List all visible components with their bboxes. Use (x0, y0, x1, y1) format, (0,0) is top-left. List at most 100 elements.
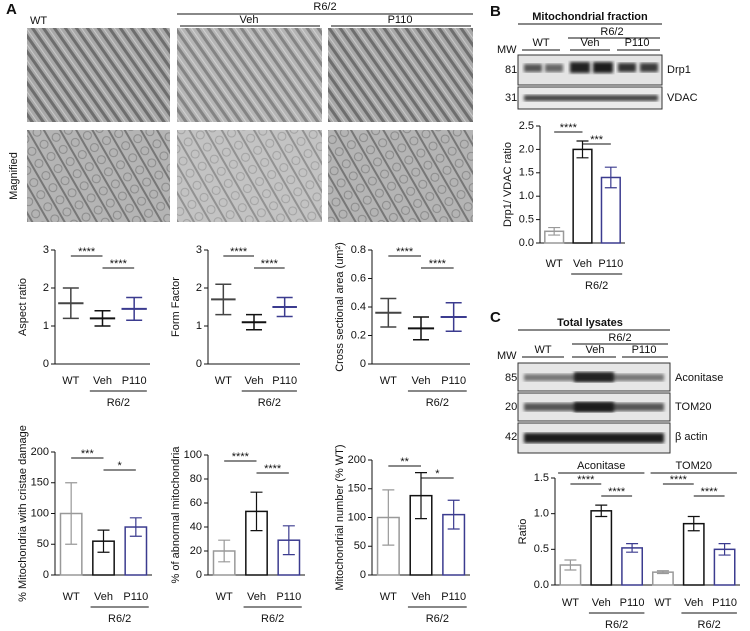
x-tick-label: Veh (247, 591, 266, 603)
error-bar (687, 515, 700, 532)
x-tick-label: WT (546, 258, 563, 270)
x-tick-label: WT (63, 591, 80, 603)
mw-marker: 20 (505, 401, 517, 413)
error-bar (656, 570, 669, 575)
blot-title: Total lysates (557, 317, 623, 329)
y-tick-label: 80 (190, 473, 202, 485)
lane-label: P110 (625, 37, 650, 49)
y-tick-label: 40 (190, 521, 202, 533)
column-label: P110 (388, 14, 413, 26)
protein-label: VDAC (667, 92, 698, 104)
error-bar (97, 529, 110, 553)
y-tick-label: 0.4 (351, 301, 366, 313)
y-tick-label: 2.5 (519, 120, 534, 132)
x-tick-label: WT (654, 597, 671, 609)
y-tick-label: 200 (348, 454, 366, 466)
group-label: R6/2 (605, 619, 628, 631)
lane-label: WT (532, 37, 549, 49)
column-label: Veh (240, 14, 259, 26)
significance-label: **** (670, 474, 688, 486)
y-tick-label: 0.6 (351, 272, 366, 284)
y-tick-label: 2 (43, 282, 49, 294)
y-tick-label: 200 (31, 446, 49, 458)
error-bar (626, 543, 639, 553)
y-tick-label: 100 (184, 449, 202, 461)
y-axis-title: Mitochondrial number (% WT) (334, 444, 346, 590)
significance-label: **** (78, 246, 96, 258)
mw-label: MW (497, 350, 517, 362)
significance-label: **** (701, 486, 719, 498)
panel-label: B (490, 3, 501, 20)
lane-label: WT (534, 344, 551, 356)
group-label: R6/2 (108, 613, 131, 625)
x-tick-label: Veh (93, 375, 112, 387)
significance-label: ** (400, 456, 409, 468)
error-bar (595, 504, 608, 518)
y-axis-title: Ratio (517, 519, 529, 545)
lane-label: P110 (632, 344, 657, 356)
x-tick-label: WT (562, 597, 579, 609)
mw-marker: 42 (505, 431, 517, 443)
group-label: R6/2 (426, 397, 449, 409)
x-tick-label: Veh (684, 597, 703, 609)
error-bar (718, 543, 731, 556)
y-tick-label: 0.0 (534, 579, 549, 591)
y-tick-label: 0 (360, 358, 366, 370)
x-tick-label: P110 (123, 591, 148, 603)
y-tick-label: 50 (354, 540, 366, 552)
group-label: R6/2 (608, 332, 631, 344)
y-tick-label: 1.0 (519, 190, 534, 202)
y-tick-label: 1 (196, 320, 202, 332)
mw-label: MW (497, 44, 517, 56)
y-axis-title: % Mitochondria with cristae damage (17, 425, 29, 602)
significance-label: *** (590, 134, 604, 146)
bar (682, 522, 705, 586)
significance-label: **** (577, 474, 595, 486)
y-tick-label: 150 (348, 483, 366, 495)
x-tick-label: Veh (412, 375, 431, 387)
y-tick-label: 2 (196, 282, 202, 294)
y-tick-label: 100 (31, 507, 49, 519)
panel-label: A (6, 1, 17, 18)
error-bar (250, 491, 263, 532)
error-bar (604, 166, 617, 189)
y-tick-label: 50 (37, 538, 49, 550)
x-tick-label: P110 (598, 258, 623, 270)
group-title: Aconitase (577, 460, 625, 472)
error-bar (246, 313, 262, 331)
significance-label: **** (110, 258, 128, 270)
x-tick-label: WT (215, 375, 232, 387)
error-bar (380, 297, 397, 328)
group-label: R6/2 (313, 1, 336, 13)
y-tick-label: 2.0 (519, 143, 534, 155)
blot-title: Mitochondrial fraction (532, 11, 648, 23)
y-tick-label: 0.5 (534, 543, 549, 555)
group-label: R6/2 (600, 26, 623, 38)
bar (590, 510, 613, 586)
em-images (27, 13, 473, 222)
error-bar (65, 482, 78, 545)
mw-marker: 31 (505, 92, 517, 104)
y-tick-label: 150 (31, 477, 49, 489)
blot (517, 54, 663, 110)
x-tick-label: P110 (441, 375, 466, 387)
protein-label: Aconitase (675, 372, 723, 384)
y-axis-title: Form Factor (170, 277, 182, 337)
x-tick-label: P110 (122, 375, 147, 387)
panel-label: C (490, 309, 501, 326)
protein-label: TOM20 (675, 401, 711, 413)
error-bar (415, 472, 427, 520)
error-bar (282, 525, 295, 556)
x-tick-label: WT (62, 375, 79, 387)
x-tick-label: WT (380, 375, 397, 387)
y-tick-label: 1.5 (534, 472, 549, 484)
group-label: R6/2 (698, 619, 721, 631)
group-label: R6/2 (585, 280, 608, 292)
y-tick-label: 0.0 (519, 237, 534, 249)
y-tick-label: 1 (43, 320, 49, 332)
y-axis-title: Aspect ratio (17, 278, 29, 336)
y-tick-label: 0.5 (519, 214, 534, 226)
error-bar (382, 489, 395, 546)
y-tick-label: 60 (190, 497, 202, 509)
